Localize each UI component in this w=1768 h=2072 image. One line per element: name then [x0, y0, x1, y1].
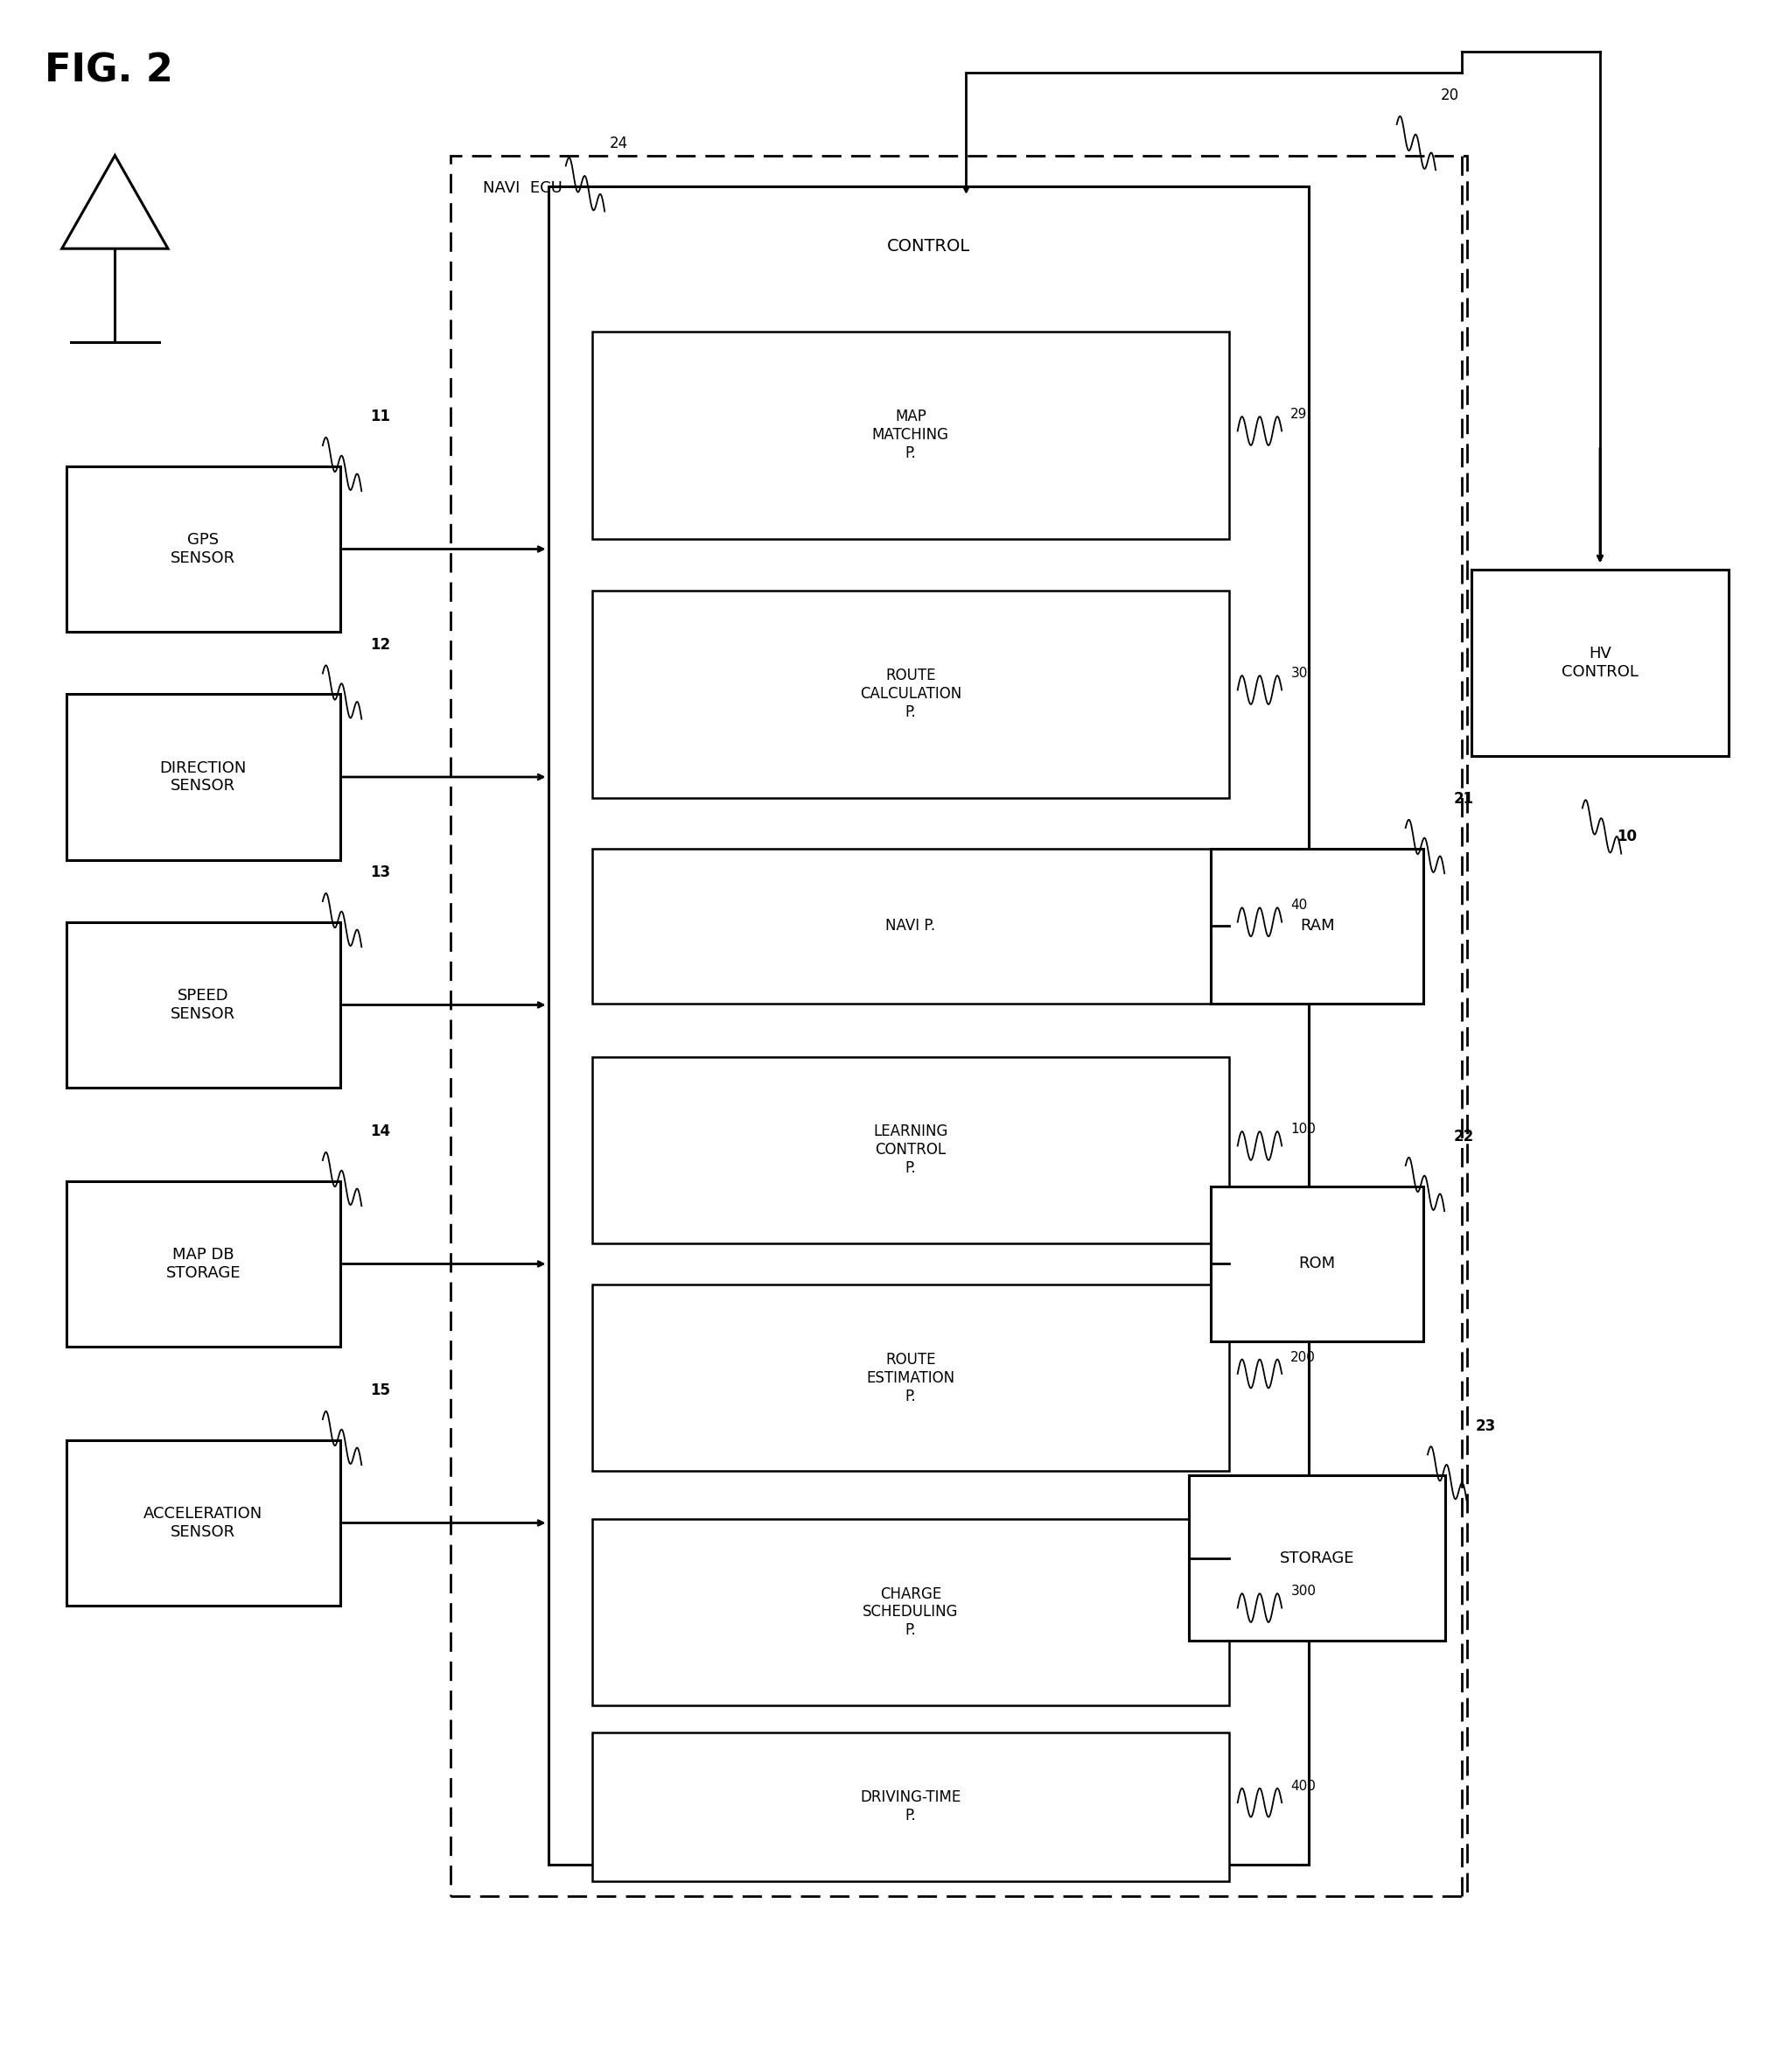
Bar — [67, 1181, 339, 1347]
Text: 29: 29 — [1291, 408, 1308, 421]
Text: 40: 40 — [1291, 899, 1308, 912]
Text: DRIVING-TIME
P.: DRIVING-TIME P. — [859, 1790, 962, 1823]
Text: MAP
MATCHING
P.: MAP MATCHING P. — [872, 408, 949, 462]
Bar — [592, 1519, 1229, 1705]
Text: 10: 10 — [1616, 829, 1637, 845]
Bar — [67, 694, 339, 860]
Bar — [1211, 850, 1423, 1005]
Text: ROM: ROM — [1299, 1256, 1335, 1272]
Bar — [592, 1732, 1229, 1881]
Text: 13: 13 — [371, 864, 391, 881]
Bar — [1188, 1475, 1446, 1641]
Text: MAP DB
STORAGE: MAP DB STORAGE — [166, 1247, 240, 1280]
Text: CHARGE
SCHEDULING
P.: CHARGE SCHEDULING P. — [863, 1585, 958, 1639]
Text: SPEED
SENSOR: SPEED SENSOR — [171, 988, 235, 1021]
Text: 30: 30 — [1291, 667, 1308, 680]
Text: ACCELERATION
SENSOR: ACCELERATION SENSOR — [143, 1506, 263, 1539]
Text: 12: 12 — [371, 636, 391, 653]
Text: 100: 100 — [1291, 1123, 1315, 1135]
Text: CONTROL: CONTROL — [886, 238, 971, 255]
Text: HV
CONTROL: HV CONTROL — [1561, 646, 1639, 680]
Text: NAVI  ECU: NAVI ECU — [483, 180, 562, 197]
Bar — [548, 186, 1308, 1865]
Text: 23: 23 — [1475, 1417, 1496, 1434]
Text: NAVI P.: NAVI P. — [886, 918, 935, 934]
Bar — [67, 466, 339, 632]
Bar — [592, 850, 1229, 1005]
Text: STORAGE: STORAGE — [1280, 1550, 1354, 1566]
Bar — [451, 155, 1467, 1896]
Text: 11: 11 — [371, 408, 391, 425]
Text: 200: 200 — [1291, 1351, 1315, 1363]
Text: 14: 14 — [371, 1123, 391, 1140]
Text: DIRECTION
SENSOR: DIRECTION SENSOR — [159, 760, 248, 794]
Text: ROUTE
CALCULATION
P.: ROUTE CALCULATION P. — [859, 667, 962, 721]
Text: GPS
SENSOR: GPS SENSOR — [171, 533, 235, 566]
Text: 24: 24 — [610, 135, 628, 151]
Bar — [592, 1285, 1229, 1471]
Bar — [67, 1440, 339, 1606]
Text: 300: 300 — [1291, 1585, 1315, 1598]
Bar — [1471, 570, 1729, 756]
Bar — [592, 591, 1229, 798]
Text: RAM: RAM — [1299, 918, 1335, 934]
Text: 20: 20 — [1441, 87, 1459, 104]
Text: FIG. 2: FIG. 2 — [44, 52, 173, 89]
Text: LEARNING
CONTROL
P.: LEARNING CONTROL P. — [873, 1123, 948, 1177]
Text: 22: 22 — [1453, 1129, 1475, 1144]
Text: ROUTE
ESTIMATION
P.: ROUTE ESTIMATION P. — [866, 1351, 955, 1405]
Text: 21: 21 — [1453, 792, 1473, 808]
Bar — [1211, 1185, 1423, 1343]
Bar — [67, 922, 339, 1088]
Bar — [592, 1057, 1229, 1243]
Text: 400: 400 — [1291, 1780, 1315, 1792]
Bar — [592, 332, 1229, 539]
Text: 15: 15 — [371, 1382, 391, 1399]
